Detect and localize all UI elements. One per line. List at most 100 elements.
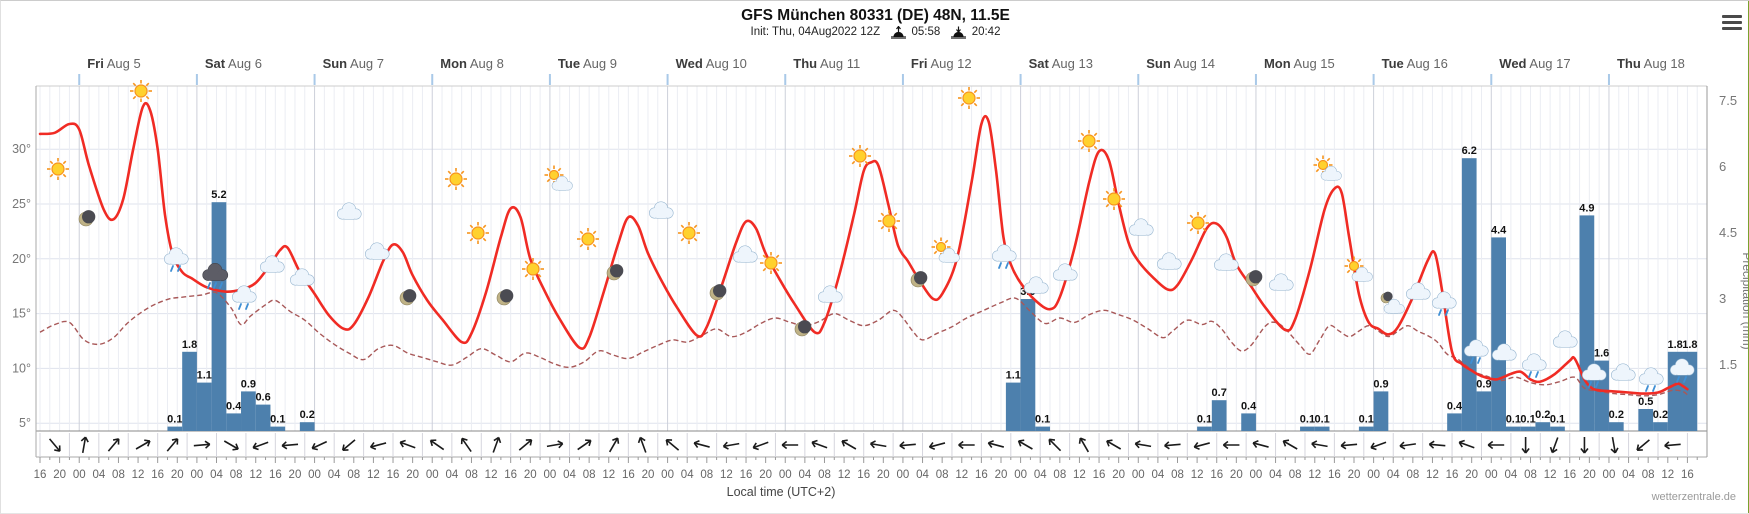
time-tick-label: 12: [367, 469, 380, 481]
wind-arrow-icon: [1521, 437, 1530, 454]
time-tick-label: 12: [485, 469, 498, 481]
wind-arrow-icon: [987, 439, 1005, 448]
wind-arrow-icon: [252, 441, 269, 451]
time-tick-label: 00: [661, 469, 674, 481]
time-tick-label: 12: [1426, 469, 1439, 481]
wind-arrow-icon: [281, 441, 299, 450]
dewpoint-curve: [39, 291, 1688, 397]
time-tick-label: 04: [1269, 469, 1282, 481]
time-tick-label: 12: [720, 469, 733, 481]
day-label: Mon Aug 8: [440, 56, 504, 71]
time-tick-label: 00: [308, 469, 321, 481]
wind-arrow-icon: [1340, 441, 1358, 450]
wind-arrow-icon: [546, 440, 564, 449]
precip-bar-value: 0.1: [1359, 414, 1374, 426]
time-tick-label: 20: [53, 469, 66, 481]
precip-bar: [1653, 422, 1668, 431]
precip-bar: [182, 351, 197, 431]
time-tick-label: 04: [1387, 469, 1400, 481]
time-tick-label: 04: [210, 469, 223, 481]
sun-icon: [1103, 188, 1125, 210]
moon-icon: [794, 320, 812, 337]
precip-bar-value: 0.1: [1197, 414, 1212, 426]
time-tick-label: 00: [1367, 469, 1380, 481]
cloud-rain-icon: [232, 285, 257, 310]
cloud-rain-icon: [1432, 291, 1457, 316]
precip-bar-value: 0.1: [1520, 414, 1535, 426]
menu-icon[interactable]: [1722, 15, 1742, 32]
precip-bar: [1211, 400, 1227, 431]
time-tick-label: 12: [1073, 469, 1086, 481]
wind-arrow-icon: [193, 440, 211, 449]
cloud-icon: [1053, 263, 1078, 281]
wind-arrow-icon: [1487, 440, 1505, 450]
init-label: Init: Thu, 04Aug2022 12Z: [750, 26, 881, 38]
time-tick-label: 12: [1308, 469, 1321, 481]
sun-icon: [130, 80, 152, 102]
precip-bar: [211, 202, 227, 431]
sunset-icon: [951, 26, 967, 40]
time-tick-label: 20: [406, 469, 419, 481]
wind-arrow-icon: [1252, 439, 1269, 448]
day-label: Wed Aug 17: [1499, 56, 1570, 71]
precip-axis-title: Precipitation (mm): [1740, 252, 1749, 349]
wind-arrow-icon: [1428, 440, 1446, 449]
wind-arrow-icon: [399, 439, 416, 449]
cloud-rain-icon: [164, 247, 189, 272]
precip-bar: [167, 426, 183, 431]
cloud-rain-icon: [1670, 358, 1695, 383]
wind-arrow-icon: [1164, 441, 1181, 450]
time-tick-label: 12: [132, 469, 145, 481]
precip-bar-value: 0.1: [1506, 414, 1521, 426]
sunrise-time: 05:58: [911, 26, 941, 38]
time-tick-label: 12: [1191, 469, 1204, 481]
time-tick-label: 12: [249, 469, 262, 481]
sun-cloud-icon: [931, 237, 960, 263]
day-label: Sun Aug 7: [323, 56, 384, 71]
time-tick-label: 04: [798, 469, 811, 481]
sun-icon: [445, 168, 467, 190]
precip-bar: [1491, 237, 1506, 431]
precip-axis-label: 4.5: [1719, 225, 1737, 240]
cloud-icon: [1492, 343, 1517, 361]
moon-icon: [496, 289, 514, 306]
temp-axis-label: 5°: [19, 416, 31, 430]
time-tick-label: 00: [1250, 469, 1263, 481]
wind-arrow-icon: [492, 436, 502, 453]
precip-bar: [1579, 215, 1595, 431]
cloud-icon: [1157, 252, 1182, 270]
precip-bar: [1241, 413, 1256, 431]
time-tick-label: 16: [1210, 469, 1223, 481]
wind-arrow-icon: [1370, 441, 1387, 451]
time-tick-label: 00: [190, 469, 203, 481]
temp-axis-label: 25°: [12, 197, 31, 211]
wind-arrow-icon: [752, 441, 769, 451]
precip-bar-value: 0.1: [1300, 414, 1315, 426]
precip-bar: [1035, 426, 1051, 431]
wind-arrow-icon: [693, 439, 710, 448]
precip-axis-label: 6: [1719, 159, 1726, 174]
moon-icon: [910, 271, 928, 288]
precip-bar: [1638, 409, 1654, 431]
precip-bar: [1461, 158, 1477, 431]
precip-bar: [1300, 426, 1315, 431]
time-tick-label: 16: [34, 469, 47, 481]
precip-axis-label: 1.5: [1719, 357, 1737, 372]
precip-bar-value: 0.1: [1314, 414, 1329, 426]
watermark: wetterzentrale.de: [1651, 491, 1736, 503]
wind-arrow-icon: [1222, 440, 1240, 450]
precip-axis-label: 3: [1719, 291, 1726, 306]
temp-axis: 30° 25° 20° 15° 10° 5°: [12, 142, 31, 430]
sun-icon: [47, 158, 69, 180]
cloud-icon: [1129, 218, 1154, 236]
day-label: Sun Aug 14: [1146, 56, 1215, 71]
wind-arrow-icon: [80, 436, 89, 454]
time-tick-label: 16: [857, 469, 870, 481]
time-tick-label: 08: [583, 469, 596, 481]
wind-arrow-icon: [608, 437, 620, 453]
day-label: Mon Aug 15: [1264, 56, 1335, 71]
precip-bar-value: 0.9: [241, 378, 256, 390]
wind-arrow-icon: [665, 439, 680, 451]
